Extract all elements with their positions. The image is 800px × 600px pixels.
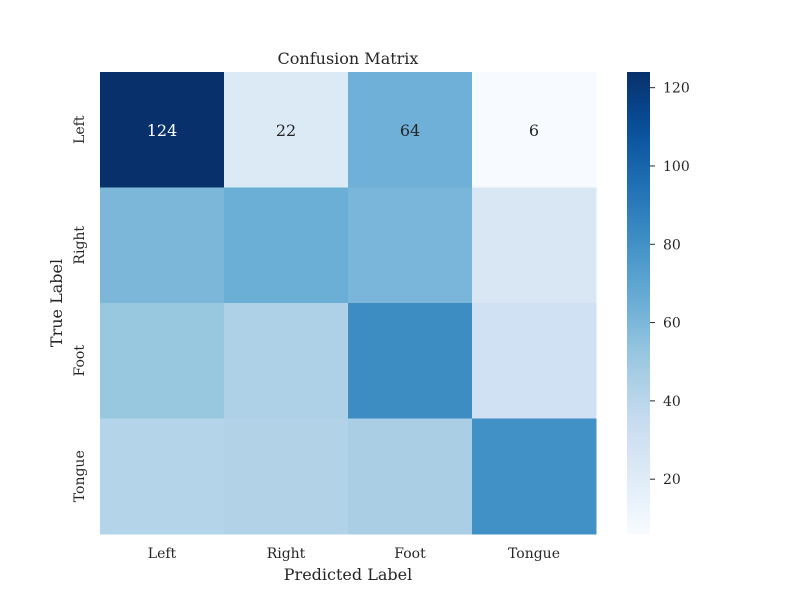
heatmap-cell-foot-right <box>224 303 349 419</box>
x-tick-label: Left <box>148 546 177 562</box>
heatmap-cells <box>100 72 597 535</box>
heatmap-cell-left-right <box>224 72 349 188</box>
colorbar-tick-label: 80 <box>663 237 681 253</box>
y-tick-label: Tongue <box>72 450 88 502</box>
y-axis-tick-labels: Left Right Foot Tongue <box>72 115 88 502</box>
colorbar-tick-label: 40 <box>663 394 681 410</box>
colorbar-tick-label: 100 <box>663 159 690 175</box>
colorbar-gradient <box>627 72 650 534</box>
heatmap-cell-right-left <box>100 187 225 304</box>
x-tick-label: Right <box>267 546 306 562</box>
heatmap-cell-tongue-right <box>224 418 349 535</box>
x-tick-label: Foot <box>394 546 426 562</box>
x-axis-label: Predicted Label <box>284 565 412 584</box>
chart-title: Confusion Matrix <box>278 49 419 68</box>
heatmap-cell-tongue-tongue <box>472 418 597 535</box>
y-tick-label: Left <box>72 115 88 144</box>
heatmap-cell-tongue-foot <box>348 418 473 535</box>
heatmap-cell-left-foot <box>348 72 473 188</box>
colorbar-tick-label: 60 <box>663 316 681 332</box>
cell-value-label: 124 <box>147 121 178 140</box>
y-axis-label: True Label <box>47 259 66 347</box>
heatmap-cell-left-tongue <box>472 72 597 188</box>
colorbar-tick-label: 20 <box>663 472 681 488</box>
cell-value-label: 22 <box>276 121 296 140</box>
heatmap-cell-tongue-left <box>100 418 225 535</box>
heatmap-cell-right-foot <box>348 187 473 304</box>
colorbar-tick-label: 120 <box>663 81 690 97</box>
heatmap-cell-right-tongue <box>472 187 597 304</box>
cell-value-label: 6 <box>529 121 539 140</box>
x-axis-tick-labels: Left Right Foot Tongue <box>148 546 560 562</box>
colorbar: 20 40 60 80 100 120 <box>627 72 690 534</box>
heatmap-cell-right-right <box>224 187 349 304</box>
heatmap-cell-left-left <box>100 72 225 188</box>
heatmap-cell-labels: 124 22 64 6 <box>147 121 539 140</box>
heatmap-cell-foot-tongue <box>472 303 597 419</box>
cell-value-label: 64 <box>400 121 420 140</box>
y-tick-label: Right <box>72 226 88 265</box>
heatmap-cell-foot-left <box>100 303 225 419</box>
y-tick-label: Foot <box>72 345 88 377</box>
x-tick-label: Tongue <box>508 546 560 562</box>
heatmap-cell-foot-foot <box>348 303 473 419</box>
